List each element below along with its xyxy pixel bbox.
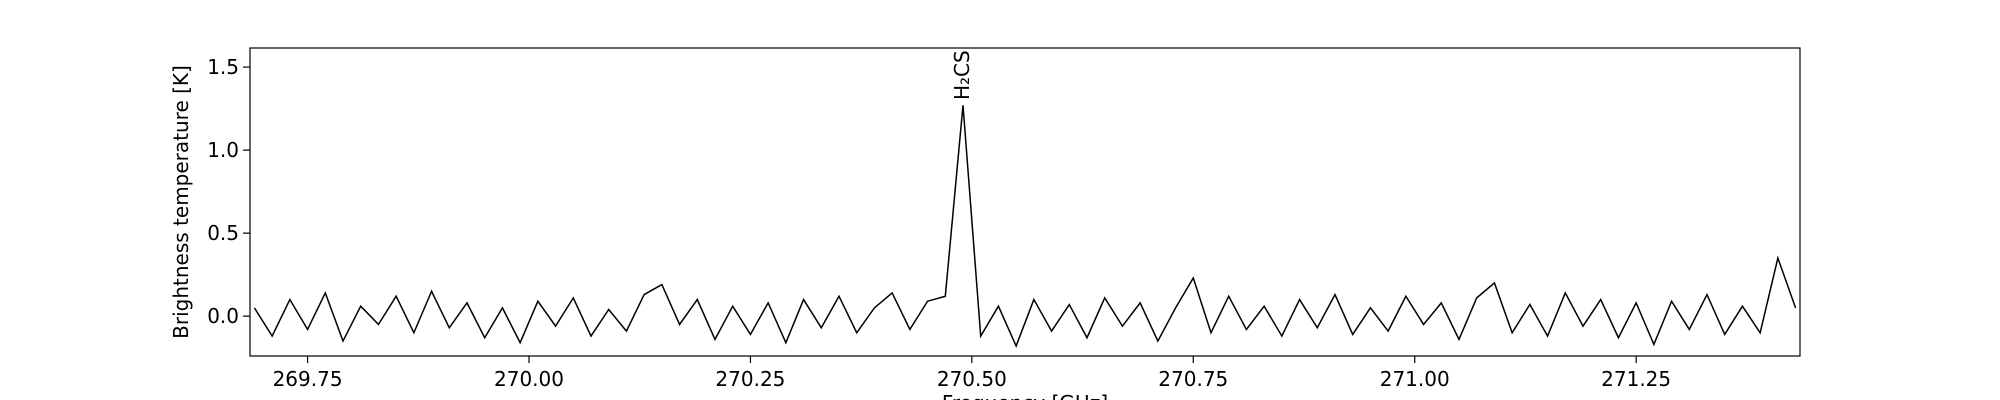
x-tick-label: 271.25	[1601, 367, 1671, 391]
x-tick-label: 270.25	[715, 367, 785, 391]
y-axis-label: Brightness temperature [K]	[169, 65, 193, 339]
annotation: H₂CS	[950, 50, 974, 100]
y-tick-label: 1.5	[207, 55, 239, 79]
x-tick-label: 270.75	[1158, 367, 1228, 391]
x-tick-label: 269.75	[273, 367, 343, 391]
x-tick-label: 270.00	[494, 367, 564, 391]
y-tick-label: 1.0	[207, 138, 239, 162]
spectrum-line	[253, 105, 1797, 349]
x-tick-label: 271.00	[1380, 367, 1450, 391]
x-axis-label: Frequency [GHz]	[942, 391, 1108, 400]
y-tick-label: 0.5	[207, 221, 239, 245]
plot-frame	[249, 47, 1801, 357]
x-tick-label: 270.50	[937, 367, 1007, 391]
y-tick-label: 0.0	[207, 304, 239, 328]
